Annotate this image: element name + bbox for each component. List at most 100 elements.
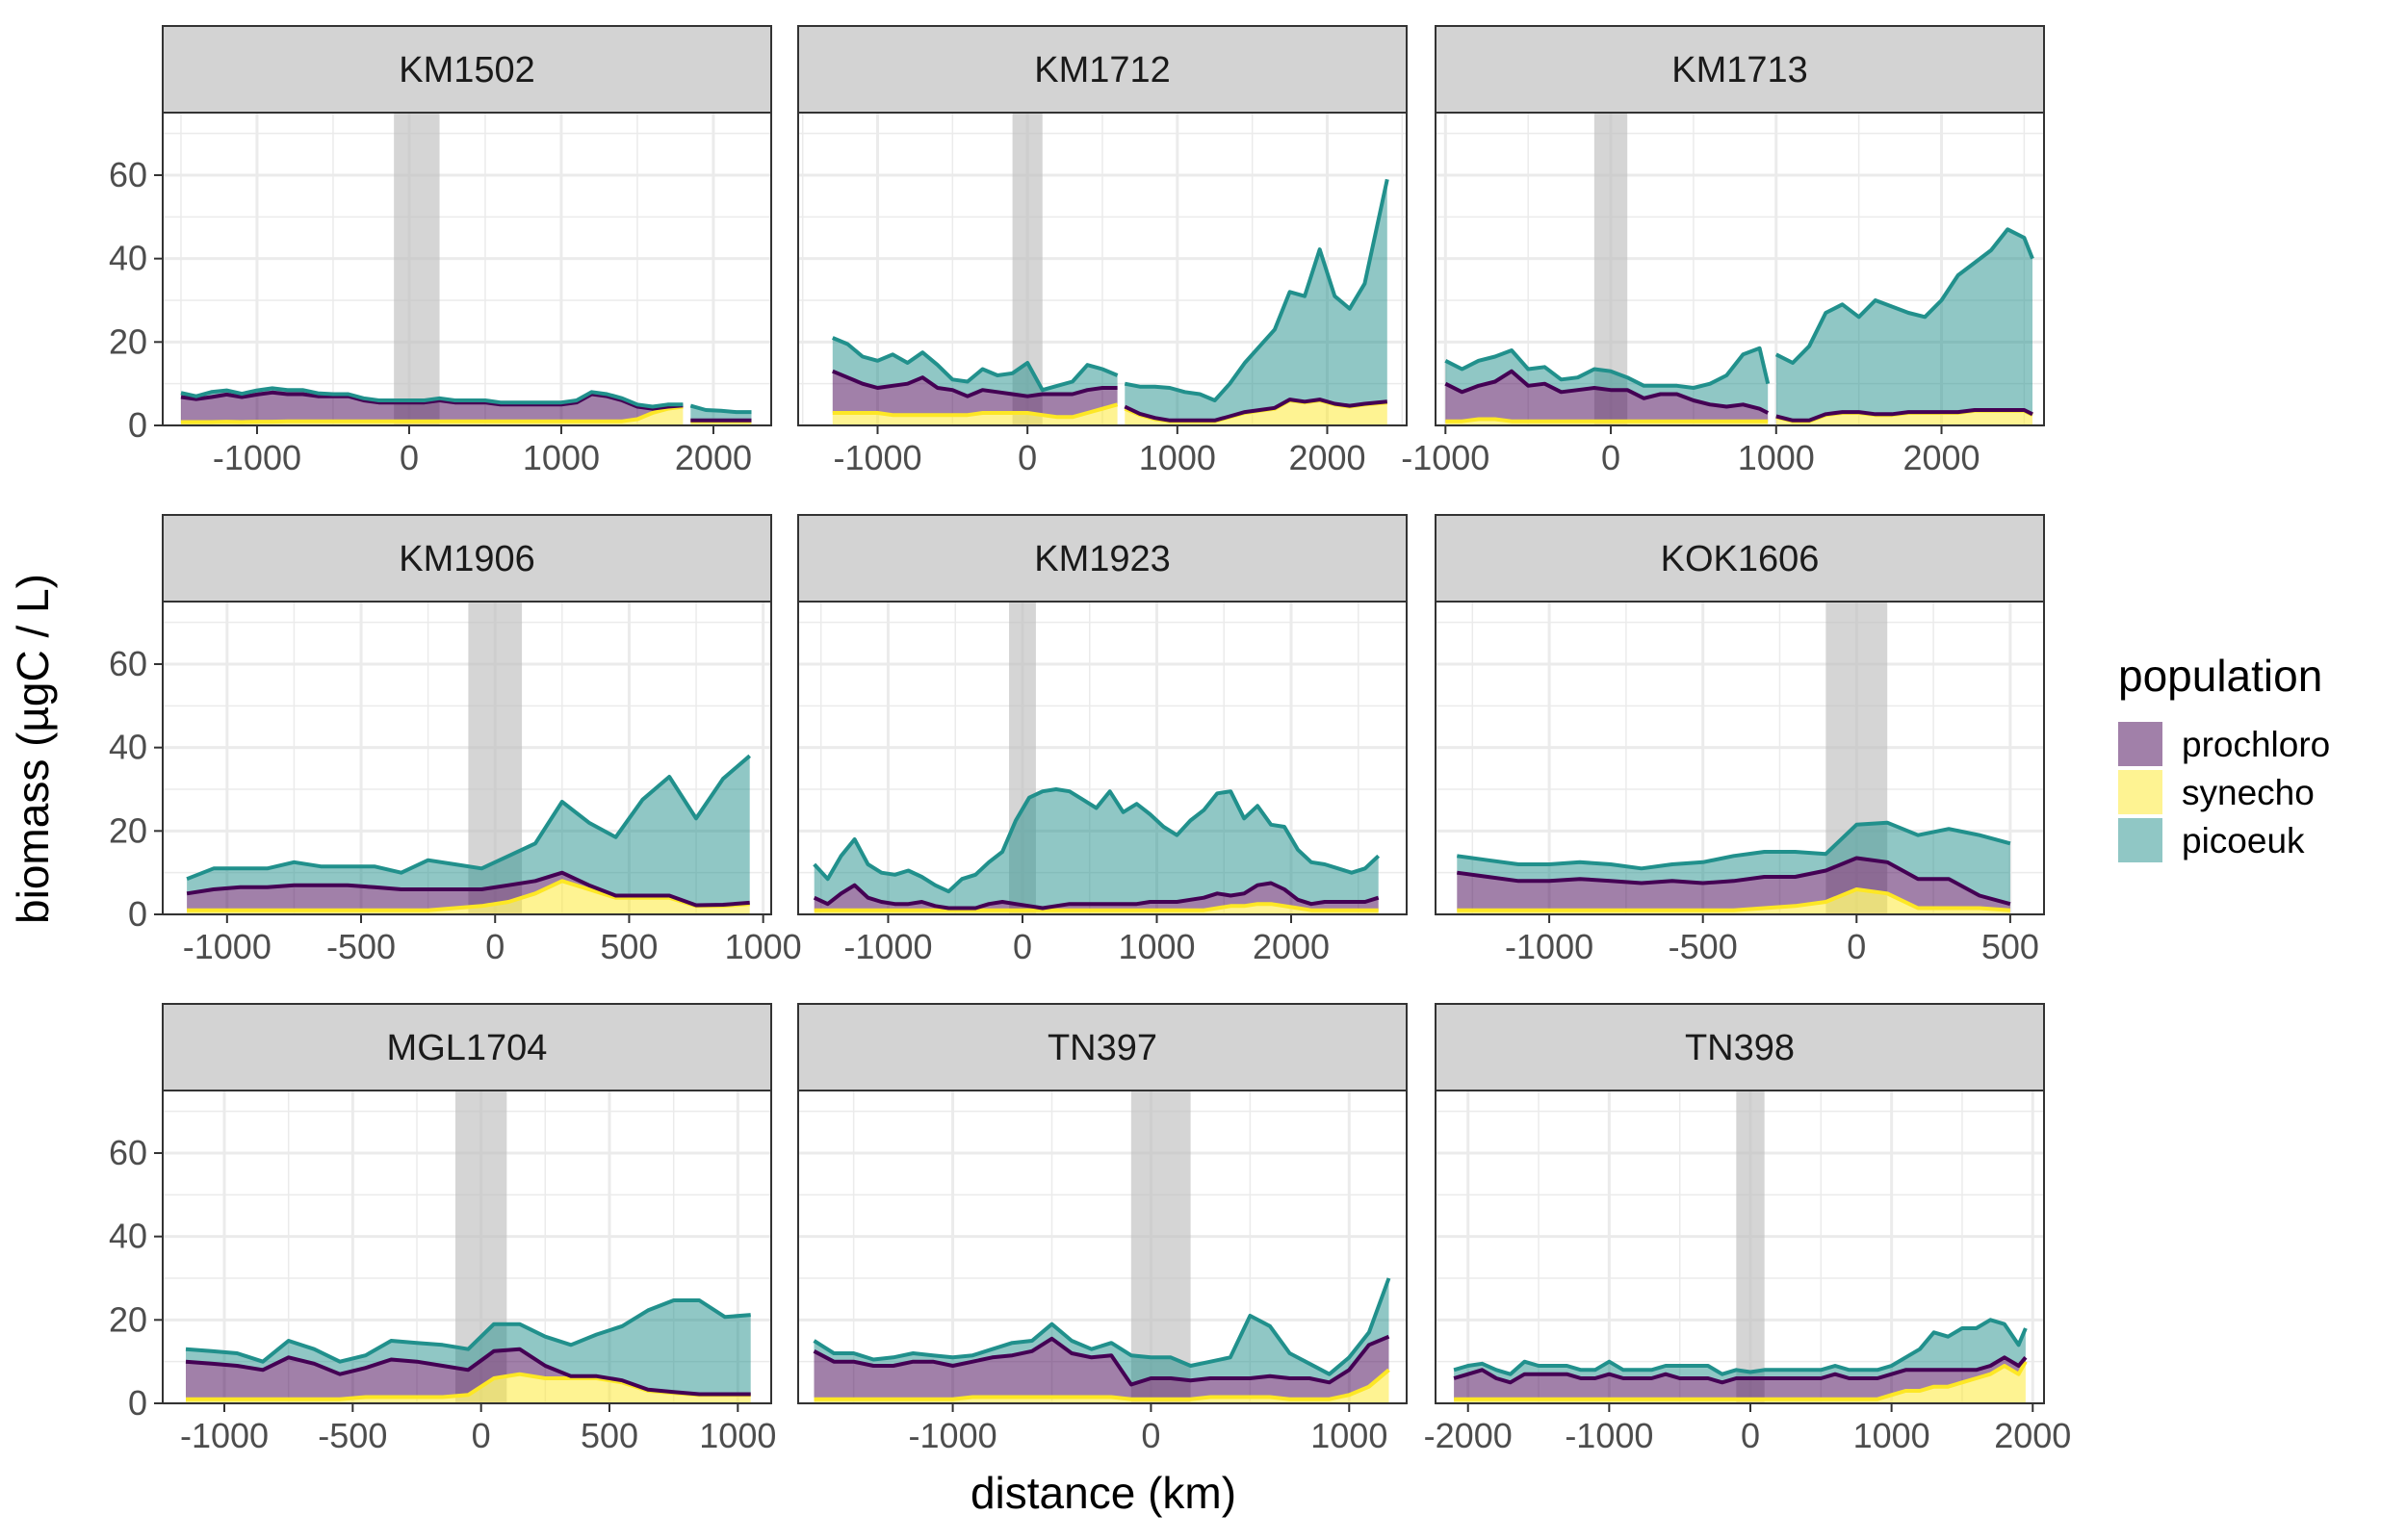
area-picoeuk	[1775, 229, 2032, 421]
area-synecho	[187, 881, 750, 914]
area-prochloro	[1445, 371, 1769, 422]
y-tick-label: 40	[109, 1217, 147, 1256]
facet-panel-tn398: TN398 -2000 -1000 0 1000 2000	[1424, 1003, 2071, 1455]
x-tick-label: 0	[1013, 927, 1032, 966]
y-axis-title: biomass (µgC / L)	[8, 574, 58, 924]
x-tick-label: 2000	[1994, 1416, 2071, 1455]
line-prochloro	[813, 881, 1380, 911]
line-prochloro	[1124, 398, 1387, 423]
x-tick-label: 0	[400, 438, 419, 477]
x-tick-label: -1000	[843, 927, 932, 966]
area-synecho	[1457, 889, 2010, 914]
line-picoeuk	[813, 1277, 1391, 1376]
facet-strip-label: TN398	[1685, 1028, 1795, 1068]
x-tick-label: 2000	[675, 438, 752, 477]
line-picoeuk	[689, 403, 752, 415]
area-synecho	[1454, 1361, 2026, 1403]
facet-panel-km1906: KM1906 -1000 -500 0 500 1000 0 20 40 60	[109, 514, 802, 966]
line-picoeuk	[832, 336, 1119, 393]
line-synecho	[1454, 1360, 2028, 1401]
panel-border	[1435, 601, 2045, 915]
facet-strip-label: KOK1606	[1661, 539, 1820, 579]
line-picoeuk	[1124, 178, 1389, 402]
area-prochloro	[187, 872, 750, 911]
line-picoeuk	[180, 386, 684, 409]
x-tick-label: -1000	[180, 1416, 269, 1455]
area-prochloro	[186, 1348, 751, 1399]
y-tick-label: 60	[109, 1133, 147, 1172]
line-prochloro	[1457, 856, 2011, 907]
x-tick-label: 0	[1141, 1416, 1160, 1455]
x-tick-label: 0	[1601, 438, 1620, 477]
x-tick-label: 0	[1847, 927, 1866, 966]
y-tick-label: 20	[109, 1299, 147, 1339]
x-tick-label: 500	[1981, 927, 2039, 966]
line-picoeuk	[186, 754, 752, 882]
line-picoeuk	[813, 787, 1381, 894]
line-prochloro	[186, 870, 750, 908]
x-tick-label: 1000	[1118, 927, 1195, 966]
facet-strip-label: KM1906	[399, 539, 535, 579]
facet-strip	[797, 514, 1408, 603]
line-picoeuk	[1774, 227, 2034, 365]
x-tick-label: 1000	[1853, 1416, 1930, 1455]
y-tick-label: 60	[109, 155, 147, 194]
legend-key-picoeuk	[2118, 818, 2162, 862]
facet-strip	[1435, 1003, 2045, 1091]
legend-label-prochloro: prochloro	[2182, 725, 2330, 764]
facet-panel-tn397: TN397 -1000 0 1000	[797, 1003, 1408, 1455]
line-synecho	[181, 404, 684, 424]
facet-strip-label: MGL1704	[387, 1028, 548, 1068]
x-tick-label: -1000	[183, 927, 272, 966]
area-prochloro	[1457, 858, 2010, 911]
x-tick-label: 1000	[699, 1416, 776, 1455]
panel-border	[1435, 112, 2045, 426]
legend-title: population	[2118, 651, 2322, 701]
facet-strip	[162, 25, 772, 114]
panel-border	[797, 601, 1408, 915]
line-prochloro	[185, 1347, 751, 1397]
line-picoeuk	[1453, 1318, 2028, 1376]
front-highlight-band	[394, 113, 440, 425]
facet-strip	[797, 1003, 1408, 1091]
facet-panel-kok1606: KOK1606 -1000 -500 0 500	[1435, 514, 2045, 966]
x-tick-label: -1000	[833, 438, 921, 477]
area-prochloro	[814, 883, 1379, 911]
panel-border	[162, 112, 772, 426]
line-prochloro	[1453, 1355, 2028, 1385]
line-picoeuk	[1444, 346, 1771, 390]
area-picoeuk	[1457, 822, 2010, 905]
x-tick-label: -1000	[213, 438, 301, 477]
facet-panel-km1713: KM1713 -1000 0 1000 2000	[1401, 25, 2045, 477]
x-tick-label: -500	[318, 1416, 387, 1455]
x-tick-label: 0	[1741, 1416, 1760, 1455]
legend-label-synecho: synecho	[2182, 773, 2315, 812]
facet-panel-km1502: KM1502 -1000 0 1000 2000 0 20 40 60	[109, 25, 772, 477]
x-tick-label: 1000	[523, 438, 600, 477]
line-prochloro	[832, 369, 1118, 398]
x-tick-label: 2000	[1902, 438, 1980, 477]
x-tick-label: -2000	[1424, 1416, 1513, 1455]
y-tick-label: 0	[128, 1383, 147, 1423]
x-tick-label: -1000	[1565, 1416, 1653, 1455]
panel-border	[162, 1090, 772, 1404]
panel-border	[797, 112, 1408, 426]
x-tick-label: 1000	[1139, 438, 1216, 477]
line-synecho	[1457, 887, 2011, 912]
line-synecho	[814, 902, 1379, 912]
x-tick-label: 1000	[1310, 1416, 1387, 1455]
facet-strip	[162, 1003, 772, 1091]
y-tick-label: 0	[128, 894, 147, 934]
area-picoeuk	[1125, 179, 1387, 421]
x-tick-label: 500	[600, 927, 658, 966]
facet-panel-mgl1704: MGL1704 -1000 -500 0 500 1000 0 20 40 60	[109, 1003, 776, 1455]
y-tick-label: 40	[109, 239, 147, 278]
panel-background	[163, 113, 771, 425]
x-tick-label: 2000	[1253, 927, 1330, 966]
line-prochloro	[1444, 369, 1770, 415]
panel-border	[162, 601, 772, 915]
area-prochloro	[814, 1336, 1389, 1399]
x-tick-label: -1000	[1401, 438, 1489, 477]
line-prochloro	[180, 390, 684, 411]
